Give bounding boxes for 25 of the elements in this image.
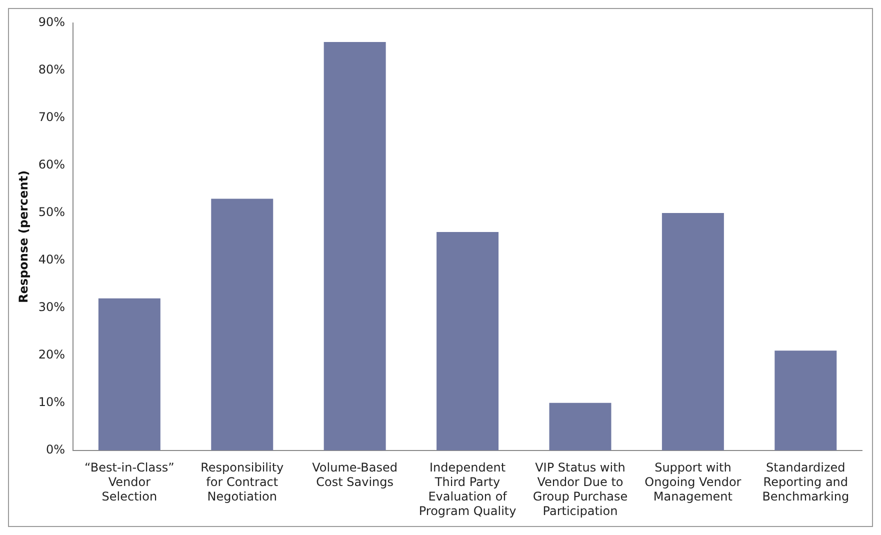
x-tick-label: Volume-Based Cost Savings xyxy=(312,460,398,490)
x-tick-label: Support with Ongoing Vendor Management xyxy=(644,460,742,504)
bar xyxy=(211,198,274,450)
bar xyxy=(324,42,386,450)
bar xyxy=(436,232,499,450)
y-tick-label: 30% xyxy=(38,300,66,314)
y-tick-label: 50% xyxy=(38,205,66,220)
x-tick-label: “Best-in-Class” Vendor Selection xyxy=(84,460,174,504)
x-tick-label: Independent Third Party Evaluation of Program Quality xyxy=(418,460,516,518)
y-axis-title: Response (percent) xyxy=(16,170,30,303)
x-tick-label: Responsibility for Contract Negotiation xyxy=(200,460,284,504)
y-tick-label: 70% xyxy=(38,110,66,124)
y-tick-label: 90% xyxy=(38,15,66,30)
bar xyxy=(98,298,160,450)
x-tick-label: VIP Status with Vendor Due to Group Purchase Participation xyxy=(532,460,628,518)
y-tick-label: 60% xyxy=(38,158,66,172)
y-tick-label: 0% xyxy=(46,442,66,457)
bar xyxy=(774,350,837,450)
y-tick-label: 20% xyxy=(38,348,66,362)
y-tick-label: 10% xyxy=(38,395,66,410)
bar xyxy=(662,212,724,450)
y-tick-label: 80% xyxy=(38,62,66,77)
x-tick-label: Standardized Reporting and Benchmarking xyxy=(762,460,850,504)
bar xyxy=(549,402,612,450)
y-tick-label: 40% xyxy=(38,252,66,267)
